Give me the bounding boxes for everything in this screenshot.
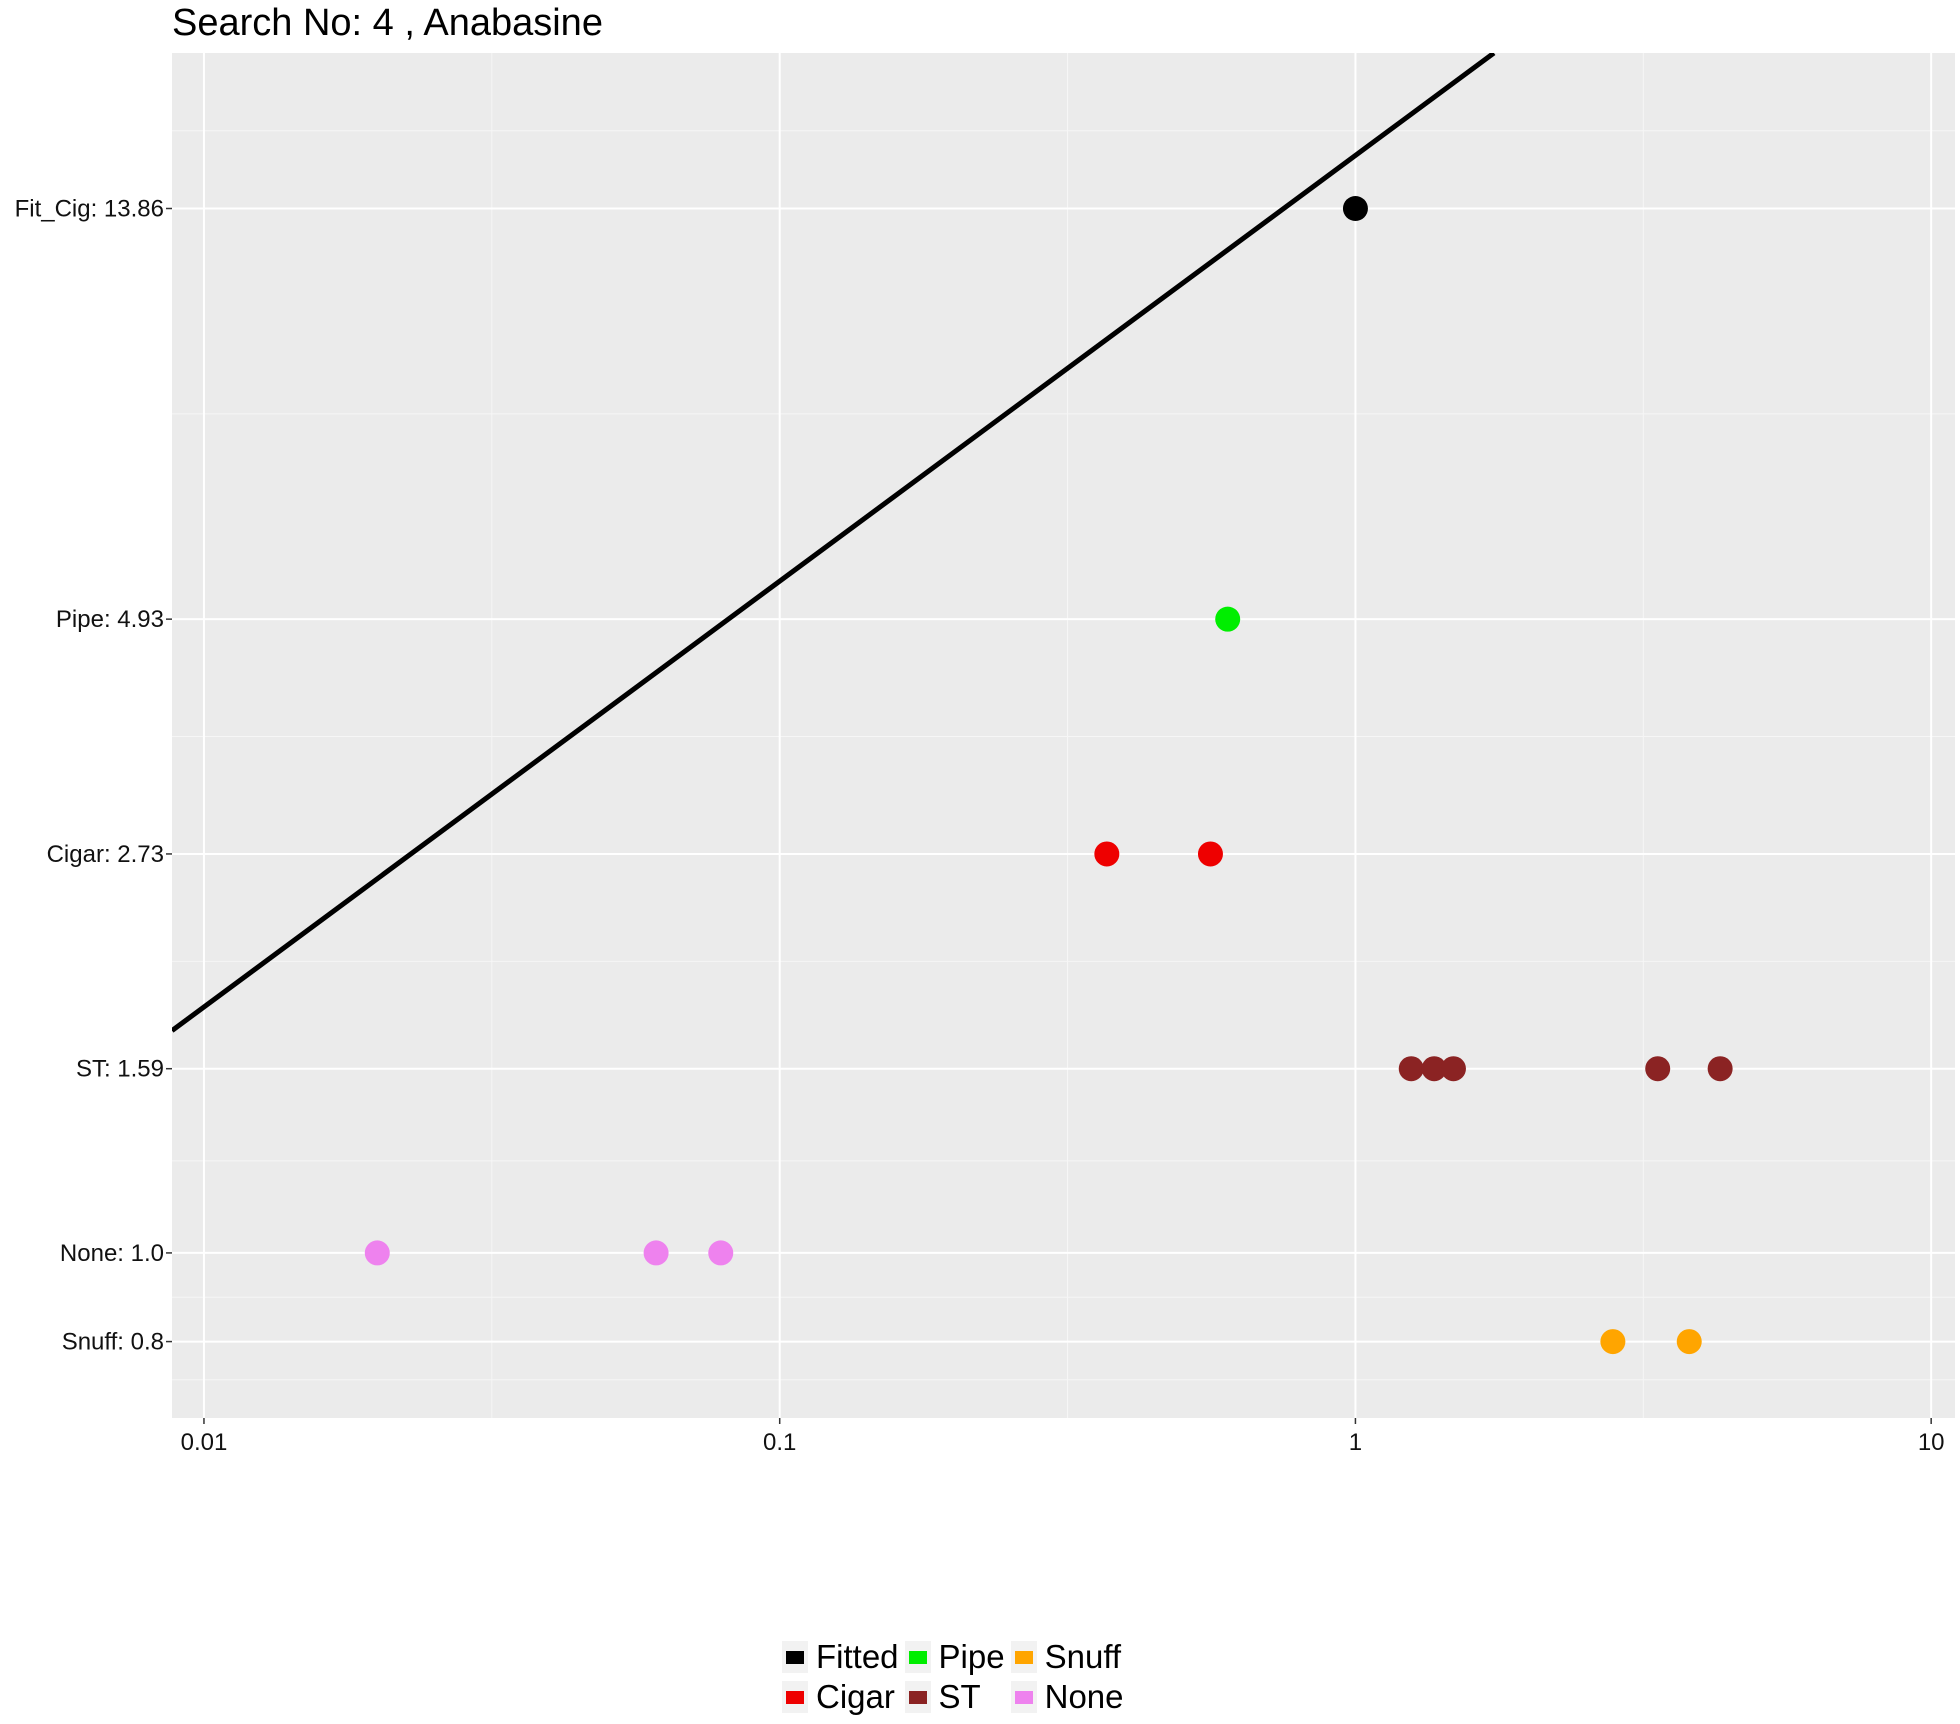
x-tick-label: 0.01 — [181, 1429, 228, 1456]
point-none — [643, 1240, 669, 1266]
axes: 0.01 0.1 1 10 Fit_Cig: 13.86 Pipe: 4.93 Cigar:… — [15, 195, 1945, 1456]
y-tick-label: None: 1.0 — [60, 1240, 164, 1267]
point-snuff — [1600, 1329, 1626, 1355]
point-fitted — [1342, 195, 1368, 221]
point-st — [1707, 1056, 1733, 1082]
point-cigar — [1197, 841, 1223, 867]
legend-item-none: None — [1010, 1678, 1124, 1716]
chart-title: Search No: 4 , Anabasine — [172, 2, 603, 44]
legend-swatch — [1014, 1650, 1033, 1664]
legend-item-cigar: Cigar — [782, 1678, 899, 1716]
legend-label: Cigar — [816, 1678, 895, 1715]
point-st — [1398, 1056, 1424, 1082]
x-tick-label: 0.1 — [763, 1429, 796, 1456]
x-tick-label: 10 — [1918, 1429, 1945, 1456]
legend-swatch — [786, 1650, 804, 1664]
legend-label: ST — [938, 1678, 981, 1715]
point-snuff — [1676, 1329, 1702, 1355]
legend: Fitted Pipe Snuff Cigar ST None — [782, 1638, 1124, 1716]
legend-key — [904, 1641, 931, 1673]
fitted-line-layer — [172, 53, 1496, 1033]
y-tick-label: Snuff: 0.8 — [62, 1329, 164, 1356]
y-tick-label: Cigar: 2.73 — [47, 841, 164, 868]
point-st — [1440, 1056, 1466, 1082]
legend-key — [782, 1641, 808, 1673]
legend-item-pipe: Pipe — [904, 1638, 1005, 1676]
gridlines — [172, 53, 1955, 1418]
legend-swatch — [908, 1650, 927, 1664]
legend-swatch — [908, 1690, 927, 1704]
point-cigar — [1094, 841, 1120, 867]
y-tick-label: ST: 1.59 — [76, 1056, 164, 1083]
legend-key — [904, 1681, 931, 1713]
point-st — [1645, 1056, 1671, 1082]
fitted-line — [172, 53, 1496, 1033]
legend-swatch — [786, 1690, 804, 1704]
legend-key — [1010, 1681, 1037, 1713]
legend-label: None — [1044, 1678, 1124, 1715]
point-none — [708, 1240, 734, 1266]
legend-key — [782, 1681, 808, 1713]
point-st — [1421, 1056, 1447, 1082]
legend-item-fitted: Fitted — [782, 1638, 899, 1676]
legend-key — [1010, 1641, 1037, 1673]
points-layer — [364, 195, 1733, 1355]
y-tick-label: Pipe: 4.93 — [56, 606, 164, 633]
legend-item-st: ST — [904, 1678, 1005, 1716]
x-tick-label: 1 — [1349, 1429, 1362, 1456]
y-tick-label: Fit_Cig: 13.86 — [15, 195, 164, 222]
legend-label: Pipe — [938, 1638, 1005, 1675]
legend-label: Snuff — [1044, 1638, 1122, 1675]
point-pipe — [1215, 606, 1241, 632]
legend-label: Fitted — [816, 1638, 899, 1675]
legend-item-snuff: Snuff — [1010, 1638, 1124, 1676]
plot-panel — [172, 53, 1955, 1418]
point-none — [364, 1240, 390, 1266]
legend-swatch — [1014, 1690, 1033, 1704]
